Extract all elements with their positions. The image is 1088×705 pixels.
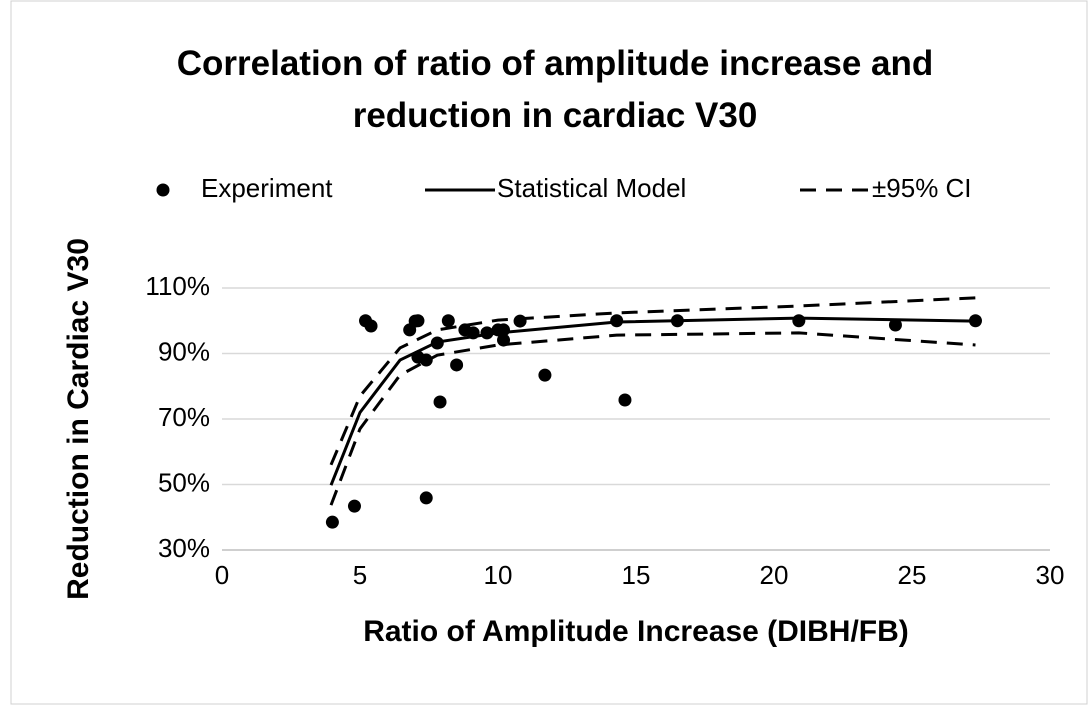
line-values	[329, 316, 976, 486]
point	[419, 491, 433, 505]
chart-title: Correlation of ratio of amplitude increa…	[176, 44, 934, 135]
point	[325, 515, 339, 529]
y-tick-label: 70%	[158, 402, 210, 432]
x-tick-label: 0	[215, 560, 229, 590]
legend-label: Experiment	[201, 173, 333, 203]
line-upper	[329, 296, 976, 466]
y-tick-label: 90%	[158, 336, 210, 366]
y-tick-label: 50%	[158, 467, 210, 497]
line-lower	[329, 331, 976, 506]
point	[618, 393, 632, 407]
x-tick-label: 20	[760, 560, 789, 590]
chart-border	[10, 0, 1088, 705]
x-axis-label: Ratio of Amplitude Increase (DIBH/FB)	[363, 615, 909, 648]
y-tick-label: 30%	[158, 533, 210, 563]
y-tick-label: 110%	[145, 271, 210, 301]
x-tick-label: 30	[1036, 560, 1065, 590]
point	[888, 318, 902, 332]
x-tick-label: 10	[484, 560, 513, 590]
point	[538, 368, 552, 382]
x-tick-label: 5	[353, 560, 367, 590]
point	[364, 319, 378, 333]
point	[513, 314, 527, 328]
legend-label: ±95% CI	[872, 173, 972, 203]
point	[441, 314, 455, 328]
point	[419, 353, 433, 367]
point	[347, 499, 361, 513]
x-tick-label: 15	[622, 560, 651, 590]
legend-marker	[156, 183, 170, 197]
x-tick-label: 25	[898, 560, 927, 590]
legend-label: Statistical Model	[497, 173, 686, 203]
point	[450, 358, 464, 372]
point	[792, 314, 806, 328]
y-axis-label: Reduction in Cardiac V30	[62, 238, 95, 600]
point	[411, 314, 425, 328]
point	[433, 395, 447, 409]
